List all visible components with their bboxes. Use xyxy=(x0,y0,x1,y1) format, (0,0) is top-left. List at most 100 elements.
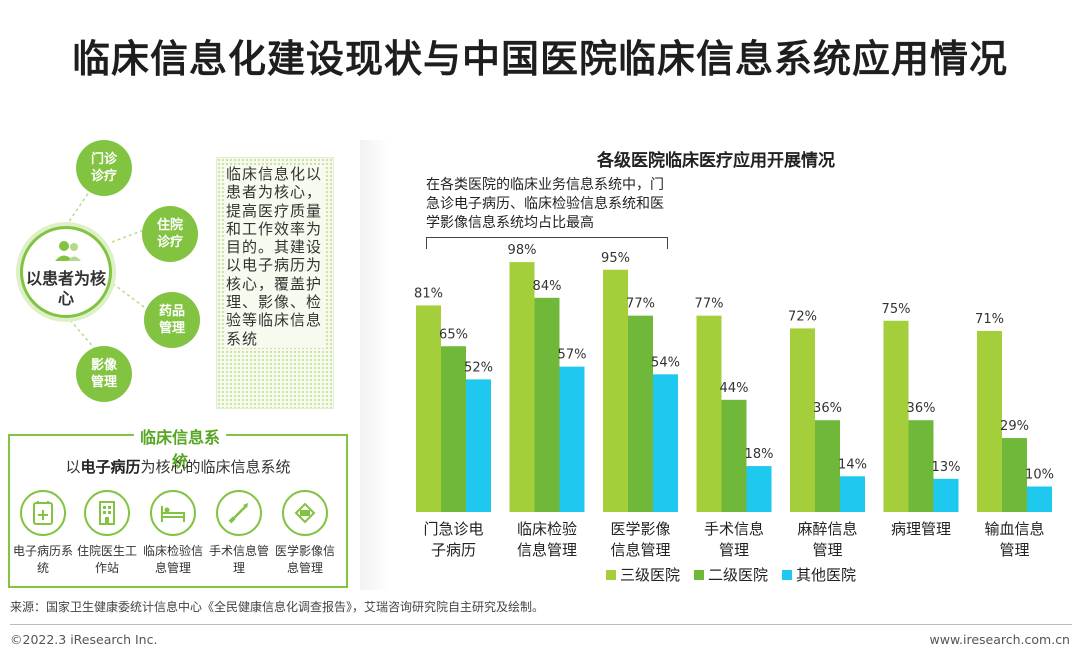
data-label: 18% xyxy=(745,447,774,462)
category-label: 子病历 xyxy=(431,541,476,559)
category-label: 医学影像 xyxy=(610,520,670,538)
system-item-lab: 临床检验信息管理 xyxy=(142,490,204,577)
bar-3-0 xyxy=(696,315,722,512)
footer-url[interactable]: www.iresearch.com.cn xyxy=(929,632,1071,647)
bar-6-0 xyxy=(977,330,1002,512)
bar-4-2 xyxy=(840,476,865,512)
footer-divider xyxy=(10,624,1072,625)
bar-4-1 xyxy=(815,420,840,512)
category-label: 临床检验 xyxy=(517,520,577,538)
category-label: 管理 xyxy=(999,541,1029,559)
data-label: 14% xyxy=(838,457,867,472)
chart-panel: 各级医院临床医疗应用开展情况 在各类医院的临床业务信息系统中，门急诊电子病历、临… xyxy=(360,140,1072,590)
bar-3-1 xyxy=(721,399,747,512)
bar-1-1 xyxy=(534,297,560,512)
legend-swatch xyxy=(694,569,705,580)
clinical-system-title: 临床信息系统 xyxy=(134,424,226,472)
category-label: 管理 xyxy=(812,541,842,559)
data-label: 54% xyxy=(651,355,680,370)
spoke-pharmacy: 药品管理 xyxy=(144,292,200,348)
clinical-note-box: 临床信息化以患者为核心，提高医疗质量和工作效率为目的。其建设以电子病历为核心，覆… xyxy=(216,157,334,409)
category-label: 输血信息 xyxy=(984,520,1044,538)
category-label: 门急诊电 xyxy=(423,520,483,538)
legend-label: 二级医院 xyxy=(708,566,769,584)
bar-2-2 xyxy=(653,374,678,512)
page-title: 临床信息化建设现状与中国医院临床信息系统应用情况 xyxy=(71,37,1008,81)
bar-0-1 xyxy=(441,346,466,512)
bar-1-0 xyxy=(509,262,535,512)
system-item-emr: 电子病历系统 xyxy=(12,490,74,577)
bar-5-2 xyxy=(933,478,959,512)
bar-0-0 xyxy=(416,305,441,512)
category-label: 管理 xyxy=(719,541,749,559)
data-label: 36% xyxy=(907,401,936,416)
bar-6-1 xyxy=(1002,438,1027,512)
system-item-label: 医学影像信息管理 xyxy=(274,544,335,575)
legend-label: 三级医院 xyxy=(620,566,681,584)
chart-legend: 三级医院 二级医院 其他医院 xyxy=(606,564,856,585)
category-label: 手术信息 xyxy=(704,520,764,538)
data-label: 36% xyxy=(813,401,842,416)
legend-item: 三级医院 xyxy=(606,564,680,585)
source-note: 来源：国家卫生健康委统计信息中心《全民健康信息化调查报告》，艾瑞咨询研究院自主研… xyxy=(10,600,545,614)
system-item-label: 手术信息管理 xyxy=(208,544,269,575)
spoke-outpatient: 门诊诊疗 xyxy=(76,140,132,196)
bar-5-1 xyxy=(908,420,934,512)
category-label: 麻醉信息 xyxy=(797,520,857,538)
hospital-building-icon xyxy=(84,490,130,536)
system-item-label: 电子病历系统 xyxy=(12,544,73,575)
medical-record-icon xyxy=(20,490,66,536)
bar-0-2 xyxy=(466,379,491,512)
bar-chart: 81% 65% 52% 门急诊电子病历 98% 84% 57% 临床检验信息管理 95% 77% 5… xyxy=(414,243,1054,559)
patient-group-icon xyxy=(55,241,81,261)
bar-3-2 xyxy=(746,466,772,512)
legend-item: 其他医院 xyxy=(782,564,856,585)
chart-annotation: 在各类医院的临床业务信息系统中，门急诊电子病历、临床检验信息系统和医学影像信息系… xyxy=(426,177,664,231)
system-item-surgery: 手术信息管理 xyxy=(208,490,270,577)
bar-2-1 xyxy=(628,315,653,512)
category-label: 病理管理 xyxy=(891,520,951,538)
data-label: 77% xyxy=(626,297,655,312)
data-label: 44% xyxy=(720,381,749,396)
system-item-label: 临床检验信息管理 xyxy=(142,544,203,575)
data-label: 98% xyxy=(508,243,537,258)
spoke-inpatient: 住院诊疗 xyxy=(142,206,198,262)
legend-item: 二级医院 xyxy=(694,564,768,585)
system-item-doctor-workstation: 住院医生工作站 xyxy=(76,490,138,577)
data-label: 81% xyxy=(414,286,443,301)
data-label: 29% xyxy=(1000,419,1029,434)
imaging-scanner-icon xyxy=(282,490,328,536)
hospital-bed-icon xyxy=(150,490,196,536)
clinical-system-subtitle: 以电子病历为核心的临床信息系统 xyxy=(65,458,291,476)
category-label: 信息管理 xyxy=(610,541,670,559)
clinical-note-text: 临床信息化以患者为核心，提高医疗质量和工作效率为目的。其建设以电子病历为核心，覆… xyxy=(226,165,324,348)
footer-copyright: ©2022.3 iResearch Inc. xyxy=(10,632,158,647)
patient-center-hub: 以患者为核心 xyxy=(20,226,112,318)
data-label: 65% xyxy=(439,327,468,342)
clinical-system-box: 临床信息系统 以电子病历为核心的临床信息系统 电子病历系统 住院医生工作站 临床… xyxy=(8,424,348,588)
data-label: 77% xyxy=(695,297,724,312)
legend-label: 其他医院 xyxy=(796,566,857,584)
annotation-bracket xyxy=(426,237,668,249)
category-label: 信息管理 xyxy=(517,541,577,559)
chart-title: 各级医院临床医疗应用开展情况 xyxy=(597,151,835,171)
system-item-label: 住院医生工作站 xyxy=(76,544,137,575)
spoke-imaging: 影像管理 xyxy=(76,346,132,402)
data-label: 72% xyxy=(788,309,817,324)
bar-6-2 xyxy=(1027,486,1052,512)
data-label: 95% xyxy=(601,251,630,266)
bar-5-0 xyxy=(883,320,909,512)
data-label: 57% xyxy=(558,348,587,363)
data-label: 10% xyxy=(1025,468,1054,483)
bar-1-2 xyxy=(559,366,585,512)
scalpel-icon xyxy=(216,490,262,536)
hub-label: 以患者为核心 xyxy=(25,269,106,308)
legend-swatch xyxy=(782,569,793,580)
bar-4-0 xyxy=(790,328,815,512)
system-item-imaging: 医学影像信息管理 xyxy=(274,490,336,577)
data-label: 13% xyxy=(932,460,961,475)
data-label: 71% xyxy=(975,312,1004,327)
data-label: 75% xyxy=(882,302,911,317)
data-label: 52% xyxy=(464,360,493,375)
data-label: 84% xyxy=(533,279,562,294)
